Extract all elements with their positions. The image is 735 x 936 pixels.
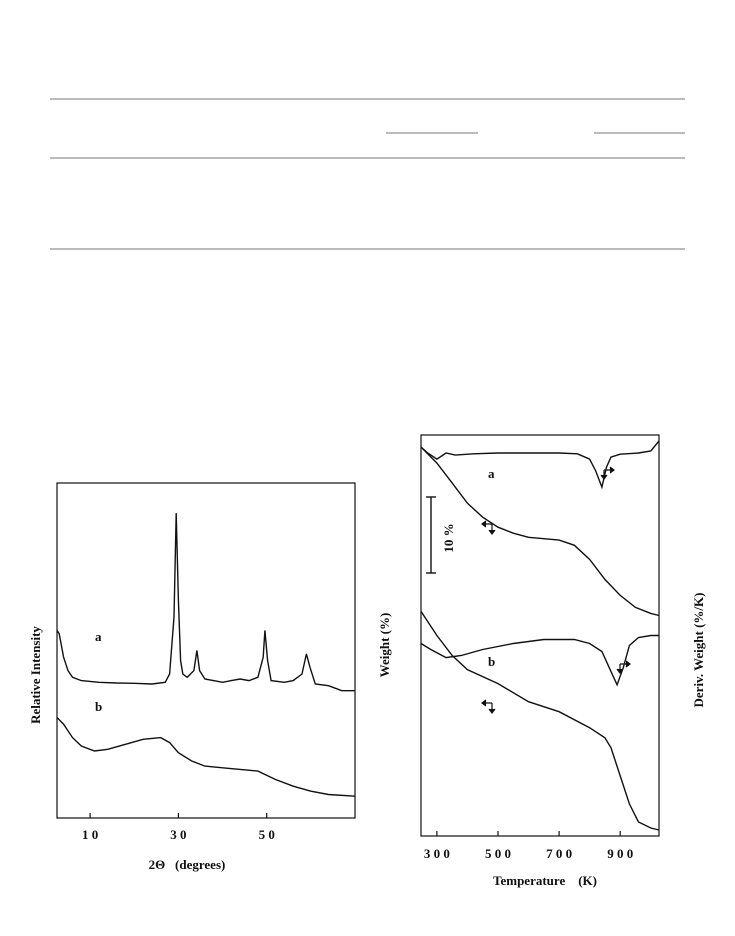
curve [420, 446, 660, 617]
curve-label: b [95, 699, 102, 714]
curve-label: a [95, 629, 102, 644]
curve [420, 440, 660, 490]
curve-label: a [488, 466, 495, 481]
scale-bar [426, 496, 436, 574]
curve [420, 634, 659, 687]
y-axis-label: Weight (%) [377, 613, 392, 678]
x-tick-label: 9 0 0 [607, 846, 633, 861]
x-tick-label: 5 0 [259, 827, 275, 842]
x-tick-label: 7 0 0 [546, 846, 572, 861]
curve [420, 611, 660, 831]
x-tick-label: 1 0 [82, 827, 98, 842]
x-tick-label: 3 0 [170, 827, 186, 842]
x-axis-label: Temperature (K) [493, 873, 597, 888]
axis-arrows [481, 466, 631, 714]
curve-label: b [488, 654, 495, 669]
y-axis-label: Relative Intensity [28, 626, 43, 724]
x-tick-label: 3 0 0 [424, 846, 450, 861]
plot-frame [56, 482, 356, 819]
y2-axis-label: Deriv. Weight (%/K) [691, 593, 706, 708]
curve [56, 717, 356, 797]
curve [56, 513, 355, 692]
plot-frame [420, 434, 660, 837]
annotation: 10 % [441, 523, 456, 552]
x-axis-label: 2Θ (degrees) [149, 857, 226, 872]
x-tick-label: 5 0 0 [485, 846, 511, 861]
